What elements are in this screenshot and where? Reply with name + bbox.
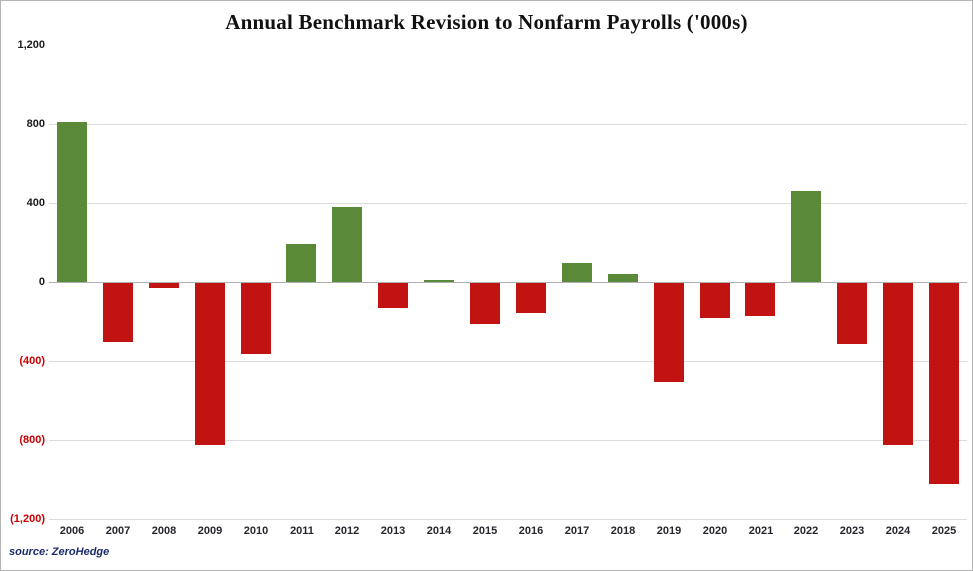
x-axis-year-label: 2009 <box>197 525 223 537</box>
bar-2020 <box>700 283 730 318</box>
y-axis-tick-label: (800) <box>19 434 45 446</box>
x-axis-year-label: 2016 <box>518 525 544 537</box>
x-axis-year-label: 2006 <box>59 525 85 537</box>
x-axis-year-label: 2019 <box>656 525 682 537</box>
gridline--1200 <box>49 519 967 520</box>
x-axis-year-label: 2008 <box>151 525 177 537</box>
x-axis-year-label: 2011 <box>290 525 314 537</box>
bar-2012 <box>332 207 362 282</box>
bar-2008 <box>149 283 179 288</box>
bar-2009 <box>195 283 225 445</box>
gridline-800 <box>49 124 967 125</box>
gridline--800 <box>49 440 967 441</box>
bar-2013 <box>378 283 408 308</box>
x-axis-year-label: 2007 <box>105 525 131 537</box>
x-axis-year-label: 2010 <box>243 525 269 537</box>
x-axis-year-label: 2021 <box>748 525 774 537</box>
y-axis-tick-label: 400 <box>26 197 45 209</box>
y-axis-tick-label: 800 <box>26 118 45 130</box>
bar-2023 <box>837 283 867 344</box>
bar-2024 <box>883 283 913 445</box>
x-axis-year-label: 2022 <box>793 525 819 537</box>
bar-2017 <box>562 263 592 282</box>
x-axis-year-label: 2015 <box>472 525 498 537</box>
bar-2006 <box>57 122 87 282</box>
y-axis-tick-label: (1,200) <box>10 513 45 525</box>
chart-title: Annual Benchmark Revision to Nonfarm Pay… <box>225 10 748 34</box>
bar-2010 <box>241 283 271 354</box>
bar-2021 <box>745 283 775 316</box>
x-axis-year-label: 2020 <box>702 525 728 537</box>
bar-2015 <box>470 283 500 324</box>
gridline--400 <box>49 361 967 362</box>
bar-2019 <box>654 283 684 382</box>
x-axis-year-label: 2025 <box>931 525 957 537</box>
gridline-400 <box>49 203 967 204</box>
x-axis-year-label: 2024 <box>885 525 911 537</box>
gridline-0 <box>49 282 967 283</box>
bar-2018 <box>608 274 638 282</box>
x-axis-year-label: 2014 <box>426 525 452 537</box>
bar-2016 <box>516 283 546 313</box>
bar-2011 <box>286 244 316 282</box>
y-axis-tick-label: 1,200 <box>17 39 45 51</box>
bar-2022 <box>791 191 821 282</box>
x-axis-year-label: 2023 <box>839 525 865 537</box>
bar-2014 <box>424 280 454 282</box>
x-axis-year-label: 2018 <box>610 525 636 537</box>
x-axis-year-label: 2017 <box>564 525 590 537</box>
bar-2025 <box>929 283 959 484</box>
y-axis-tick-label: (400) <box>19 355 45 367</box>
x-axis-year-label: 2013 <box>380 525 406 537</box>
y-axis-tick-label: 0 <box>38 276 45 288</box>
x-axis-year-label: 2012 <box>334 525 360 537</box>
bar-2007 <box>103 283 133 342</box>
source-credit: source: ZeroHedge <box>9 546 110 558</box>
